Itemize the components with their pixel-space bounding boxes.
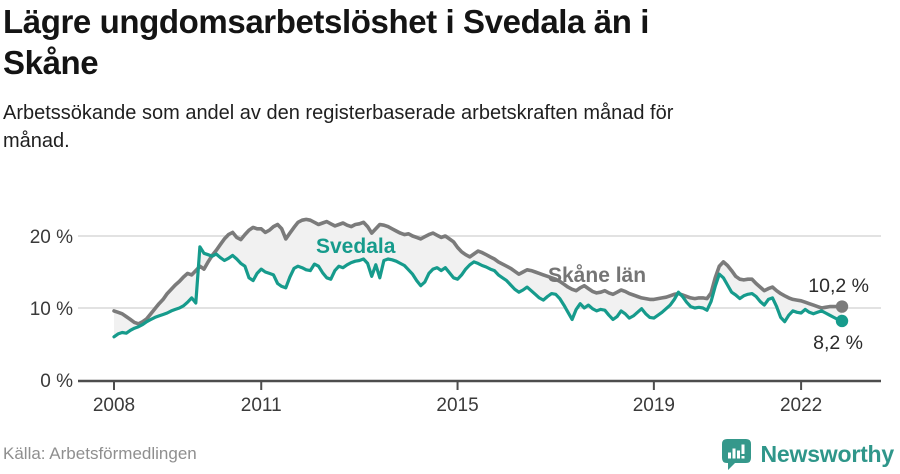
x-tick-label: 2019 <box>633 395 675 416</box>
between-series-area <box>114 219 842 337</box>
svedala-line <box>112 245 844 339</box>
y-tick-label: 10 % <box>30 299 73 320</box>
x-tick-label: 2011 <box>241 395 282 416</box>
source-note: Källa: Arbetsförmedlingen <box>3 444 197 463</box>
y-tick-label: 20 % <box>30 227 73 248</box>
page-subtitle: Arbetssökande som andel av den registerb… <box>3 101 674 152</box>
svedala-end-dot <box>835 314 849 328</box>
chart-header: Lägre ungdomsarbetslöshet i Svedala än i… <box>3 2 884 155</box>
x-tick-label: 2022 <box>780 395 822 416</box>
page-title: Lägre ungdomsarbetslöshet i Svedala än i… <box>3 3 650 81</box>
newsworthy-wordmark: Newsworthy <box>760 441 895 467</box>
skane-end-value: 10,2 % <box>808 275 869 297</box>
skane-series-label: Skåne län <box>548 264 646 287</box>
newsworthy-logo[interactable]: Newsworthy <box>720 437 894 472</box>
svedala-end-value: 8,2 % <box>813 332 863 354</box>
skane-end-dot <box>835 300 849 313</box>
y-tick-label: 0 % <box>40 371 73 392</box>
skane-line <box>112 217 844 326</box>
x-tick-label: 2015 <box>436 395 478 416</box>
svedala-series-label: Svedala <box>316 235 396 258</box>
newsworthy-icon <box>721 439 751 470</box>
x-tick-label: 2008 <box>93 395 135 416</box>
